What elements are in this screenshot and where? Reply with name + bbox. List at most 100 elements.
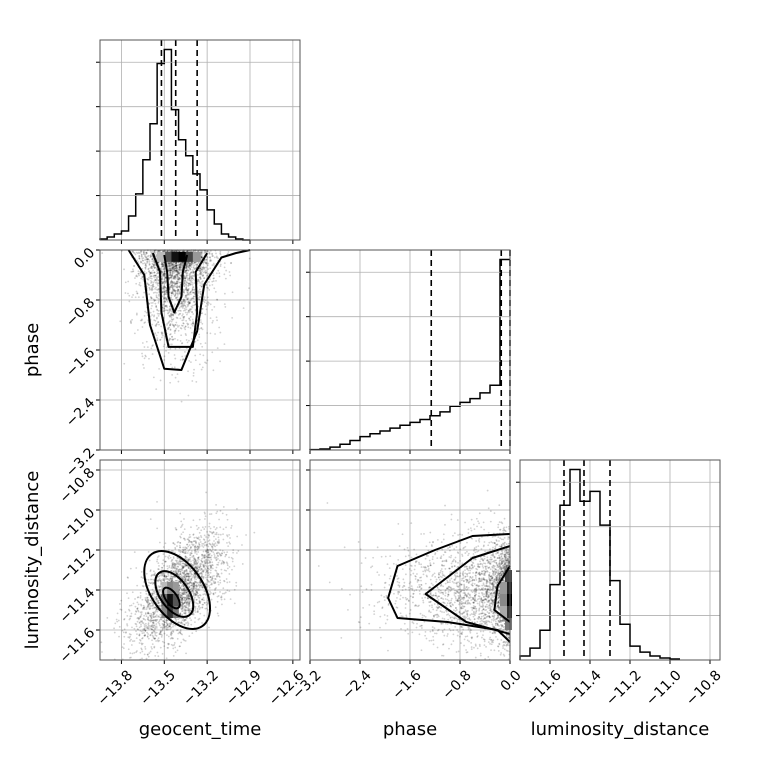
sample-point <box>170 291 173 294</box>
sample-point <box>204 574 207 576</box>
sample-point <box>145 615 148 618</box>
sample-point <box>135 651 138 654</box>
sample-point <box>196 280 199 283</box>
sample-point <box>149 599 152 602</box>
sample-point <box>165 289 168 292</box>
sample-point <box>165 291 168 294</box>
sample-point <box>176 273 179 276</box>
sample-point <box>177 278 179 281</box>
sample-point <box>114 622 117 625</box>
sample-point <box>233 588 236 591</box>
sample-point <box>168 338 171 341</box>
sample-point <box>186 311 189 314</box>
sample-point <box>178 548 180 551</box>
sample-point <box>176 289 178 292</box>
sample-point <box>182 261 185 264</box>
sample-point <box>159 613 162 616</box>
sample-point <box>156 309 159 312</box>
sample-point <box>214 333 216 335</box>
sample-point <box>148 284 150 287</box>
sample-point <box>181 523 184 526</box>
sample-point <box>174 270 177 273</box>
sample-point <box>170 298 173 301</box>
sample-point <box>210 598 213 601</box>
sample-point <box>155 631 158 634</box>
sample-point <box>174 546 177 549</box>
sample-point <box>156 560 158 563</box>
sample-point <box>130 612 133 615</box>
sample-point <box>201 251 203 254</box>
sample-point <box>169 305 171 308</box>
sample-point <box>170 277 173 279</box>
sample-point <box>157 275 159 278</box>
sample-point <box>189 327 192 329</box>
sample-point <box>231 317 234 319</box>
sample-point <box>210 558 213 561</box>
sample-point <box>163 274 165 277</box>
sample-point <box>152 285 155 288</box>
sample-point <box>150 302 153 304</box>
sample-point <box>175 559 178 562</box>
sample-point <box>170 316 173 319</box>
sample-point <box>188 635 191 638</box>
hist-phase <box>306 250 511 451</box>
sample-point <box>174 282 177 285</box>
sample-point <box>188 339 190 342</box>
sample-point <box>160 336 163 339</box>
sample-point <box>219 265 222 268</box>
sample-point <box>178 269 181 272</box>
sample-point <box>235 584 238 587</box>
sample-point <box>187 323 190 325</box>
sample-point <box>153 261 156 264</box>
sample-point <box>193 536 196 539</box>
sample-point <box>161 652 164 655</box>
sample-point <box>171 281 174 284</box>
sample-point <box>131 591 134 594</box>
sample-point <box>184 548 186 551</box>
sample-point <box>188 262 191 265</box>
sample-point <box>181 342 184 344</box>
sample-point <box>198 269 201 272</box>
sample-point <box>177 289 180 291</box>
sample-point <box>177 329 180 332</box>
sample-point <box>208 530 211 533</box>
sample-point <box>173 543 176 546</box>
sample-point <box>155 294 158 297</box>
sample-point <box>175 286 178 289</box>
sample-point <box>154 654 157 657</box>
sample-point <box>174 261 176 264</box>
sample-point <box>113 627 115 630</box>
sample-point <box>172 314 175 317</box>
sample-point <box>155 609 157 612</box>
sample-point <box>203 259 206 262</box>
sample-point <box>127 648 130 651</box>
sample-point <box>163 641 166 644</box>
sample-point <box>208 562 210 564</box>
sample-point <box>155 388 158 391</box>
sample-point <box>144 613 147 616</box>
sample-point <box>121 646 124 649</box>
sample-point <box>148 263 151 266</box>
sample-point <box>157 314 160 317</box>
sample-point <box>189 319 191 322</box>
sample-point <box>151 262 154 265</box>
sample-point <box>138 257 141 260</box>
sample-point <box>190 361 192 364</box>
sample-point <box>181 569 184 572</box>
sample-point <box>205 576 207 579</box>
sample-point <box>169 272 172 275</box>
sample-point <box>184 332 187 335</box>
sample-point <box>199 606 202 609</box>
sample-point <box>167 261 170 264</box>
sample-point <box>181 261 184 264</box>
sample-point <box>179 266 182 269</box>
sample-point <box>171 282 174 285</box>
sample-point <box>154 287 156 290</box>
sample-point <box>168 262 170 265</box>
sample-point <box>144 647 147 650</box>
sample-point <box>174 274 177 277</box>
sample-point <box>144 597 147 599</box>
sample-point <box>191 288 194 291</box>
sample-point <box>170 284 173 287</box>
sample-point <box>198 336 201 338</box>
